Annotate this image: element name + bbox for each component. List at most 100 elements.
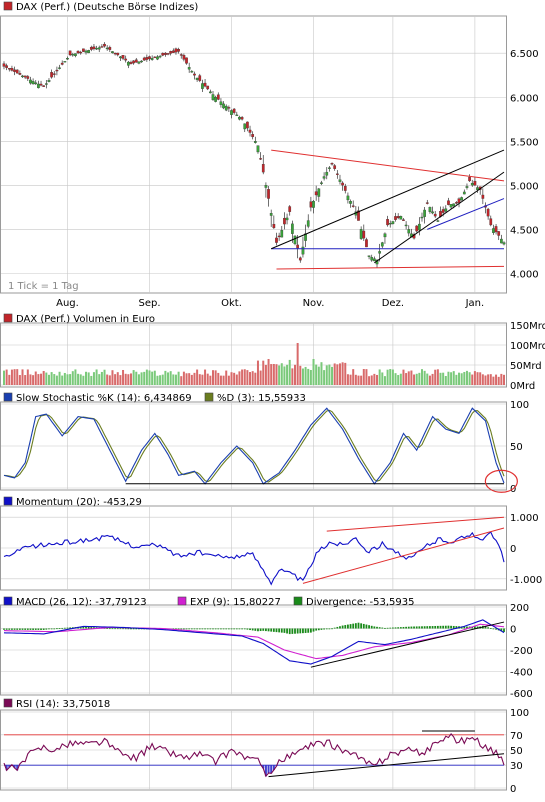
volume-bar (170, 371, 172, 385)
volume-bar (111, 370, 113, 385)
volume-bar (328, 365, 330, 385)
volume-bar (45, 373, 47, 385)
price-candle (360, 229, 362, 238)
price-candle (80, 52, 82, 53)
price-candle (259, 158, 261, 159)
divergence-bar (291, 629, 293, 634)
price-candle (471, 183, 473, 185)
price-candle (183, 55, 185, 59)
divergence-bar (112, 628, 114, 629)
divergence-bar (344, 625, 346, 628)
volume-bar (418, 373, 420, 385)
volume-bar (365, 369, 367, 385)
volume-bar (101, 372, 103, 385)
price-candle (331, 163, 333, 164)
price-candle (318, 189, 320, 197)
divergence-bar (334, 628, 336, 629)
price-candle (312, 201, 314, 207)
price-tick-label: 5.000 (510, 181, 539, 192)
volume-bar (357, 376, 359, 385)
price-candle (482, 195, 484, 199)
volume-bar (127, 374, 129, 385)
divergence-bar (122, 628, 124, 629)
volume-bar (167, 372, 169, 385)
price-candle (246, 122, 248, 128)
price-candle (445, 209, 447, 212)
volume-bar (40, 374, 42, 385)
divergence-bar (120, 628, 122, 629)
stochastic-tick-label: 50 (510, 442, 523, 453)
volume-bar (59, 372, 61, 385)
volume-bar (98, 374, 100, 385)
volume-bar (387, 370, 389, 385)
volume-bar (503, 375, 505, 385)
price-candle (460, 197, 462, 200)
volume-bar (151, 372, 153, 385)
price-candle (169, 51, 171, 53)
divergence-bar (114, 628, 116, 629)
price-candle (143, 58, 145, 60)
divergence-bar (199, 629, 201, 630)
price-candle (27, 76, 29, 78)
divergence-bar (43, 629, 45, 630)
price-candle (257, 146, 259, 152)
price-candle (111, 51, 113, 52)
volume-tick-label: 50Mrd (510, 361, 542, 372)
divergence-bar (16, 629, 18, 630)
volume-bar (159, 375, 161, 385)
price-candle (5, 66, 7, 68)
price-candle (275, 238, 277, 243)
divergence-bar (268, 629, 270, 632)
divergence-bar (61, 628, 63, 629)
divergence-bar (249, 629, 251, 631)
divergence-bar (88, 627, 90, 629)
divergence-bar (19, 629, 21, 630)
divergence-bar (194, 629, 196, 630)
divergence-legend-swatch (294, 597, 302, 605)
divergence-bar (503, 629, 505, 632)
divergence-bar (437, 626, 439, 629)
price-candle (66, 58, 68, 59)
price-candle (238, 117, 240, 119)
price-candle (447, 201, 449, 205)
price-candle (344, 186, 346, 190)
divergence-bar (321, 629, 323, 630)
price-candle (251, 134, 253, 137)
volume-bar (32, 375, 34, 385)
price-candle (130, 62, 132, 63)
stoch-k-legend-swatch (4, 393, 12, 401)
price-candle (85, 51, 87, 52)
volume-bar (156, 376, 158, 385)
volume-bar (3, 371, 5, 385)
divergence-bar (368, 625, 370, 628)
volume-bar (96, 369, 98, 385)
volume-bar (310, 370, 312, 385)
volume-bar (114, 374, 116, 385)
volume-bar (434, 370, 436, 385)
volume-bar (69, 374, 71, 385)
volume-bar (342, 362, 344, 385)
volume-bar (164, 371, 166, 385)
volume-bar (178, 372, 180, 385)
price-candle (50, 72, 52, 77)
price-candle (45, 84, 47, 85)
price-candle (8, 68, 10, 69)
divergence-bar (130, 629, 132, 630)
price-candle (95, 48, 97, 49)
divergence-bar (209, 629, 211, 630)
volume-bar (432, 374, 434, 385)
price-candle (101, 46, 103, 47)
volume-bar (397, 375, 399, 385)
price-candle (267, 189, 269, 198)
price-candle (140, 61, 142, 62)
price-candle (429, 207, 431, 211)
momentum-tick-label: 1.000 (510, 513, 539, 524)
price-candle (418, 224, 420, 230)
volume-bar (133, 370, 135, 385)
divergence-bar (53, 629, 55, 630)
price-candle (106, 48, 108, 49)
price-candle (16, 70, 18, 73)
volume-bar (6, 370, 8, 385)
divergence-bar (239, 629, 241, 630)
